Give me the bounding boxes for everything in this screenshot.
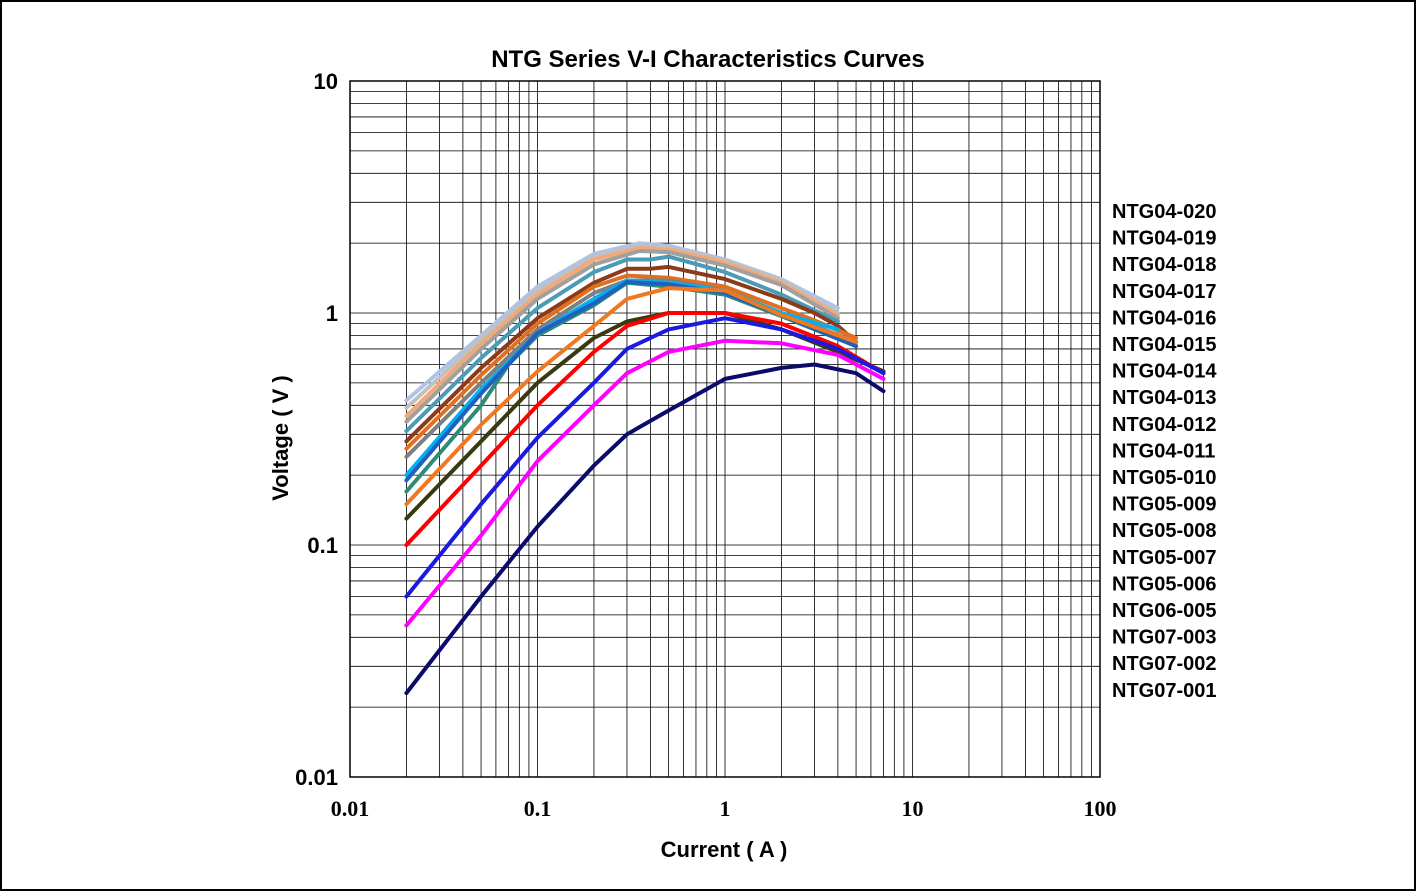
legend-entry-ntg05-006: NTG05-006 bbox=[1112, 573, 1217, 595]
series-line-ntg06-005 bbox=[404, 338, 886, 628]
legend-entry-ntg07-001: NTG07-001 bbox=[1112, 680, 1217, 702]
y-tick-label: 0.1 bbox=[307, 533, 338, 558]
plot-area-border bbox=[349, 80, 1101, 778]
x-axis-ticks: 0.01 0.1 1 10 100 bbox=[331, 796, 1117, 821]
y-axis-label: Voltage ( V ) bbox=[268, 375, 293, 501]
legend-entry-ntg05-010: NTG05-010 bbox=[1112, 467, 1217, 489]
series-line-ntg05-007 bbox=[404, 311, 886, 547]
legend-entry-ntg04-016: NTG04-016 bbox=[1112, 307, 1217, 329]
y-tick-label: 10 bbox=[314, 69, 338, 94]
legend-entry-ntg04-014: NTG04-014 bbox=[1112, 361, 1217, 383]
legend-entry-ntg07-002: NTG07-002 bbox=[1112, 653, 1217, 675]
legend-entry-ntg05-009: NTG05-009 bbox=[1112, 494, 1217, 516]
series-line-ntg04-019 bbox=[404, 243, 840, 410]
y-tick-label: 1 bbox=[326, 301, 338, 326]
y-axis-ticks: 0.01 0.1 1 10 bbox=[295, 69, 338, 790]
x-tick-label: 0.01 bbox=[331, 796, 370, 821]
x-tick-label: 1 bbox=[720, 796, 731, 821]
legend-entry-ntg04-017: NTG04-017 bbox=[1112, 281, 1217, 303]
series-line-ntg04-018 bbox=[404, 246, 840, 418]
y-tick-label: 0.01 bbox=[295, 765, 338, 790]
legend-entry-ntg07-003: NTG07-003 bbox=[1112, 627, 1217, 649]
x-tick-label: 100 bbox=[1084, 796, 1117, 821]
legend: NTG04-020 NTG04-019 NTG04-018 NTG04-017 NTG0… bbox=[1112, 201, 1217, 702]
legend-entry-ntg04-013: NTG04-013 bbox=[1112, 387, 1217, 409]
legend-entry-ntg05-008: NTG05-008 bbox=[1112, 520, 1217, 542]
series-line-ntg04-017 bbox=[404, 249, 840, 424]
x-tick-label: 10 bbox=[902, 796, 924, 821]
legend-entry-ntg04-012: NTG04-012 bbox=[1112, 414, 1217, 436]
legend-entry-ntg04-015: NTG04-015 bbox=[1112, 334, 1217, 356]
x-tick-label: 0.1 bbox=[524, 796, 552, 821]
chart-title: NTG Series V-I Characteristics Curves bbox=[491, 46, 925, 73]
legend-entry-ntg04-011: NTG04-011 bbox=[1112, 440, 1215, 462]
series-line-ntg05-009 bbox=[404, 286, 859, 507]
series-line-ntg04-016 bbox=[404, 254, 840, 433]
series-line-ntg07-003 bbox=[404, 362, 886, 696]
series-line-ntg04-014 bbox=[404, 273, 859, 451]
series-layer bbox=[404, 241, 886, 696]
x-axis-label: Current ( A ) bbox=[661, 837, 788, 862]
series-line-ntg04-015 bbox=[404, 264, 859, 444]
legend-entry-ntg04-020: NTG04-020 bbox=[1112, 201, 1217, 223]
legend-entry-ntg04-019: NTG04-019 bbox=[1112, 228, 1217, 250]
series-line-ntg05-006 bbox=[404, 316, 886, 599]
legend-entry-ntg04-018: NTG04-018 bbox=[1112, 254, 1217, 276]
legend-entry-ntg05-007: NTG05-007 bbox=[1112, 547, 1217, 569]
legend-entry-ntg06-005: NTG06-005 bbox=[1112, 600, 1217, 622]
